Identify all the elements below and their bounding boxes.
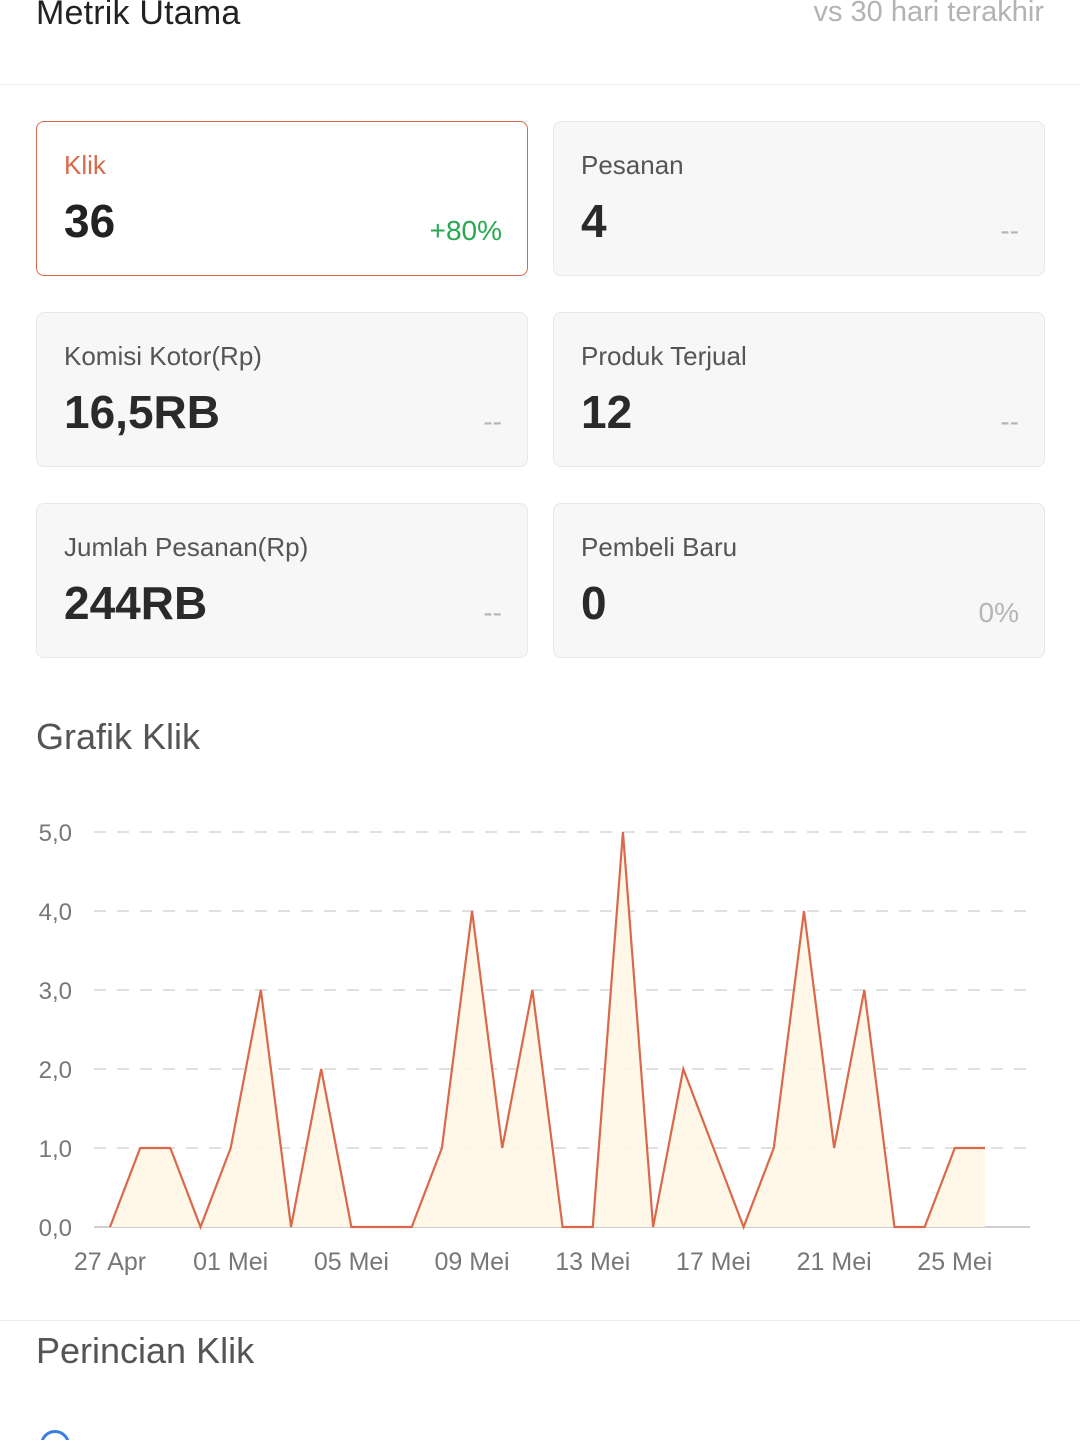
- metric-label: Komisi Kotor(Rp): [64, 341, 262, 371]
- click-chart-svg: 0,0 1,0 2,0 3,0 4,0 5,0 27 Apr 01 Mei 05 Mei 09 M…: [39, 820, 1030, 1276]
- comparison-period-label[interactable]: vs 30 hari terakhir: [813, 0, 1045, 28]
- x-tick-label: 01 Mei: [193, 1248, 268, 1276]
- series-line: [108, 831, 985, 1231]
- x-tick-label: 25 Mei: [917, 1248, 992, 1276]
- metric-cards: Klik 36 +80% Pesanan 4 -- Komisi Kotor(R…: [36, 121, 1045, 658]
- x-tick-label: 05 Mei: [314, 1248, 389, 1276]
- metric-card-jumlah-pesanan[interactable]: Jumlah Pesanan(Rp) 244RB --: [36, 503, 528, 658]
- y-tick-label: 5,0: [39, 820, 72, 847]
- x-tick-label: 13 Mei: [555, 1248, 630, 1276]
- metric-card-klik[interactable]: Klik 36 +80%: [36, 121, 528, 276]
- metric-label: Produk Terjual: [581, 341, 747, 371]
- metric-card-pesanan[interactable]: Pesanan 4 --: [553, 121, 1045, 276]
- click-chart[interactable]: 0,0 1,0 2,0 3,0 4,0 5,0 27 Apr 01 Mei 05 Mei 09 M…: [0, 790, 1080, 1290]
- metric-card-pembeli-baru[interactable]: Pembeli Baru 0 0%: [553, 503, 1045, 658]
- x-tick-label: 21 Mei: [797, 1248, 872, 1276]
- metric-value: 244RB: [64, 577, 208, 629]
- metric-value: 0: [581, 577, 607, 629]
- x-tick-label: 27 Apr: [74, 1248, 146, 1276]
- series-area: [110, 832, 985, 1227]
- y-tick-label: 4,0: [39, 899, 72, 926]
- metric-card-produk-terjual[interactable]: Produk Terjual 12 --: [553, 312, 1045, 467]
- y-tick-label: 0,0: [39, 1215, 72, 1242]
- chart-section-title: Grafik Klik: [36, 716, 201, 757]
- metric-card-komisi-kotor[interactable]: Komisi Kotor(Rp) 16,5RB --: [36, 312, 528, 467]
- metric-change: --: [1000, 406, 1019, 437]
- metric-change: +80%: [429, 215, 502, 246]
- metric-label: Pembeli Baru: [581, 532, 738, 562]
- metric-change: 0%: [978, 597, 1019, 628]
- y-tick-label: 2,0: [39, 1057, 72, 1084]
- metric-label: Jumlah Pesanan(Rp): [64, 532, 309, 562]
- x-tick-label: 17 Mei: [676, 1248, 751, 1276]
- metric-change: --: [483, 406, 502, 437]
- metric-label: Klik: [64, 150, 106, 180]
- metric-value: 16,5RB: [64, 386, 220, 438]
- radio-icon[interactable]: [40, 1430, 70, 1440]
- metric-change: --: [483, 597, 502, 628]
- section-divider: [0, 1320, 1080, 1321]
- metric-value: 4: [581, 195, 607, 247]
- metric-value: 12: [581, 386, 633, 438]
- metric-change: --: [1000, 215, 1019, 246]
- details-section-title: Perincian Klik: [36, 1330, 255, 1371]
- y-tick-label: 1,0: [39, 1136, 72, 1163]
- metrics-header: Metrik Utama vs 30 hari terakhir: [0, 0, 1080, 85]
- page-title: Metrik Utama: [36, 0, 241, 32]
- metric-value: 36: [64, 195, 116, 247]
- metric-label: Pesanan: [581, 150, 684, 180]
- x-tick-label: 09 Mei: [435, 1248, 510, 1276]
- y-tick-label: 3,0: [39, 978, 72, 1005]
